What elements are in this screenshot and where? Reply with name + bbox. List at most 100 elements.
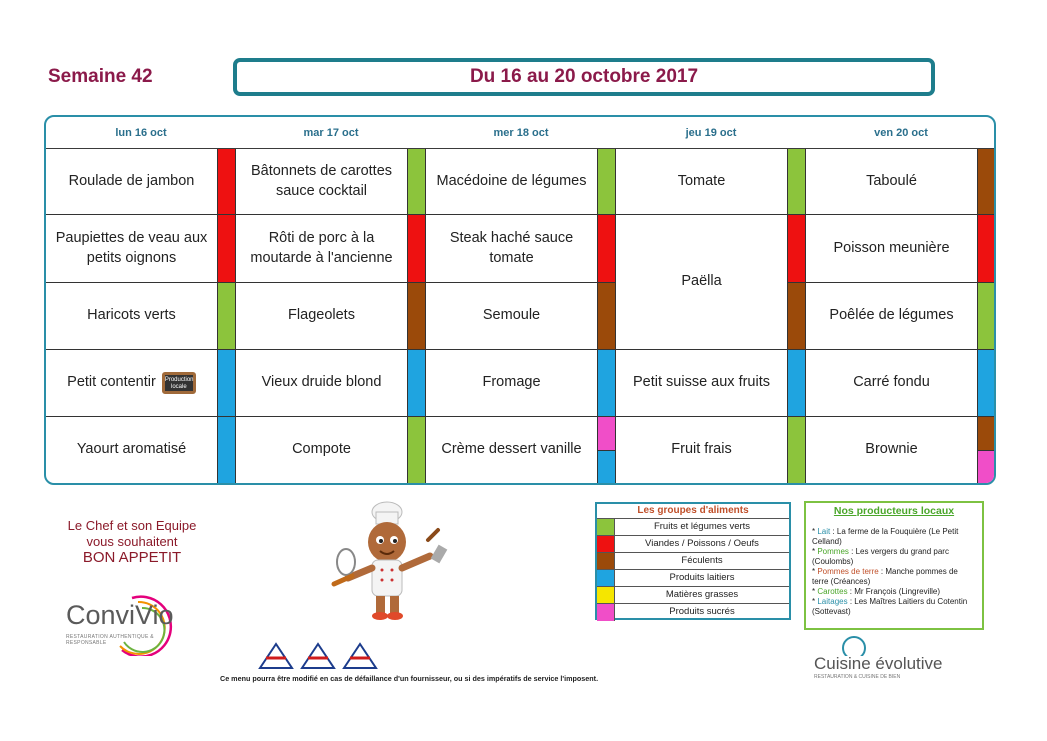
producer-value: : Mr François (Lingreville) (847, 587, 941, 596)
legend-label: Matières grasses (665, 589, 739, 600)
cuisine-evolutive-logo: Cuisine évolutive RESTAURATION & CUISINE… (810, 630, 960, 680)
producer-value: : Les Maîtres Laitiers du Cotentin (Sott… (812, 597, 968, 616)
menu-item: Brownie (806, 417, 978, 483)
menu-item: Petit contentir Production locale (46, 350, 218, 417)
legend-swatch (597, 587, 615, 603)
menu-item: Crème dessert vanille (426, 417, 598, 483)
food-group-bar (218, 417, 236, 483)
food-group-bar (978, 283, 994, 350)
disclaimer-text: Ce menu pourra être modifié en cas de dé… (220, 674, 599, 683)
food-group-bar (788, 417, 806, 483)
menu-item: Compote (236, 417, 408, 483)
producer-key: Lait (817, 527, 831, 536)
menu-item: Macédoine de légumes (426, 149, 598, 215)
food-group-bar (788, 215, 806, 283)
menu-item: Tomate (616, 149, 788, 215)
legend-label: Féculents (681, 555, 723, 566)
food-group-bar (408, 417, 426, 483)
menu-item: Fromage (426, 350, 598, 417)
legend-row: Produits sucrés (597, 604, 789, 621)
legend-swatch (597, 570, 615, 586)
legend-label: Produits laitiers (669, 572, 735, 583)
legend-swatch (597, 519, 615, 535)
chef-line-2: vous souhaitent (86, 534, 178, 549)
menu-item: Poêlée de légumes (806, 283, 978, 350)
convivio-logo-subtitle: RESTAURATION AUTHENTIQUE & RESPONSABLE (66, 634, 154, 646)
legend-row: Produits laitiers (597, 570, 789, 587)
legend-title: Les groupes d'aliments (597, 504, 789, 519)
legend-label: Fruits et légumes verts (653, 521, 751, 532)
menu-table: lun 16 oct mar 17 oct mer 18 oct jeu 19 … (44, 115, 996, 485)
food-group-bar (408, 350, 426, 417)
food-group-bar (218, 350, 236, 417)
menu-item-label: Petit contentir (67, 374, 156, 391)
menu-item: Petit suisse aux fruits (616, 350, 788, 417)
legend-row: Féculents (597, 553, 789, 570)
producer-key: Laitages (817, 597, 848, 606)
food-group-bar (218, 283, 236, 350)
producer-key: Pommes de terre (817, 567, 879, 576)
food-group-bar (408, 215, 426, 283)
chef-mascot-icon (331, 501, 448, 620)
menu-item: Roulade de jambon (46, 149, 218, 215)
day-header: ven 20 oct (806, 117, 994, 149)
chef-line-3: BON APPETIT (82, 549, 182, 566)
menu-item: Carré fondu (806, 350, 978, 417)
convivio-logo-text: ConviVio (66, 600, 174, 630)
food-group-bar (598, 417, 616, 483)
food-group-bar (598, 350, 616, 417)
producer-value: : Les vergers du grand parc (Coulombs) (812, 547, 949, 566)
bon-appetit-message: Le Chef et son Equipe vous souhaitent BO… (58, 518, 206, 566)
menu-item: Semoule (426, 283, 598, 350)
local-production-badge-icon: Production locale (161, 372, 196, 394)
week-label: Semaine 42 (48, 66, 153, 87)
legend-row: Fruits et légumes verts (597, 519, 789, 536)
menu-item: Poisson meunière (806, 215, 978, 283)
producer-key: Pommes (817, 547, 849, 556)
legend-label: Viandes / Poissons / Oeufs (645, 538, 759, 549)
producer-key: Carottes (817, 587, 848, 596)
day-header: mar 17 oct (236, 117, 426, 149)
convivio-logo: ConviVio RESTAURATION AUTHENTIQUE & RESP… (62, 590, 192, 656)
date-range-text: Du 16 au 20 octobre 2017 (469, 66, 699, 87)
menu-item: Rôti de porc à la moutarde à l'ancienne (236, 215, 408, 283)
producer-value: : La ferme de la Fouquière (Le Petit Cel… (812, 527, 959, 546)
menu-item: Haricots verts (46, 283, 218, 350)
day-header: mer 18 oct (426, 117, 616, 149)
producers-title: Nos producteurs locaux (833, 505, 955, 517)
food-group-bar (218, 215, 236, 283)
legend-swatch (597, 604, 615, 621)
menu-item: Fruit frais (616, 417, 788, 483)
day-header: jeu 19 oct (616, 117, 806, 149)
food-group-bar (788, 283, 806, 350)
menu-item: Paëlla (616, 215, 788, 350)
legend-label: Produits sucrés (669, 606, 735, 617)
food-group-bar (788, 350, 806, 417)
producer-item: * Laitages : Les Maîtres Laitiers du Cot… (812, 597, 968, 616)
cuisine-logo-subtitle: RESTAURATION & CUISINE DE BIEN (814, 674, 901, 680)
food-group-bar (408, 283, 426, 350)
menu-item: Steak haché sauce tomate (426, 215, 598, 283)
food-group-bar (598, 149, 616, 215)
producer-item: * Lait : La ferme de la Fouquière (Le Pe… (812, 527, 959, 546)
french-origin-labels-icon (258, 642, 378, 669)
local-producers-box: Nos producteurs locaux * Lait : La ferme… (804, 501, 984, 630)
menu-item: Paupiettes de veau aux petits oignons (46, 215, 218, 283)
legend-row: Viandes / Poissons / Oeufs (597, 536, 789, 553)
menu-item: Bâtonnets de carottes sauce cocktail (236, 149, 408, 215)
producer-item: * Pommes : Les vergers du grand parc (Co… (812, 547, 949, 566)
food-groups-legend: Les groupes d'aliments Fruits et légumes… (595, 502, 791, 621)
menu-item: Flageolets (236, 283, 408, 350)
producer-value: : Manche pommes de terre (Créances) (812, 567, 958, 586)
menu-item: Taboulé (806, 149, 978, 215)
producer-item: * Carottes : Mr François (Lingreville) (812, 587, 941, 596)
menu-item: Yaourt aromatisé (46, 417, 218, 483)
legend-swatch (597, 553, 615, 569)
day-header: lun 16 oct (46, 117, 236, 149)
menu-item: Vieux druide blond (236, 350, 408, 417)
producer-item: * Pommes de terre : Manche pommes de ter… (812, 567, 958, 586)
chef-line-1: Le Chef et son Equipe (67, 518, 197, 533)
food-group-bar (598, 283, 616, 350)
food-group-bar (218, 149, 236, 215)
food-group-bar (788, 149, 806, 215)
